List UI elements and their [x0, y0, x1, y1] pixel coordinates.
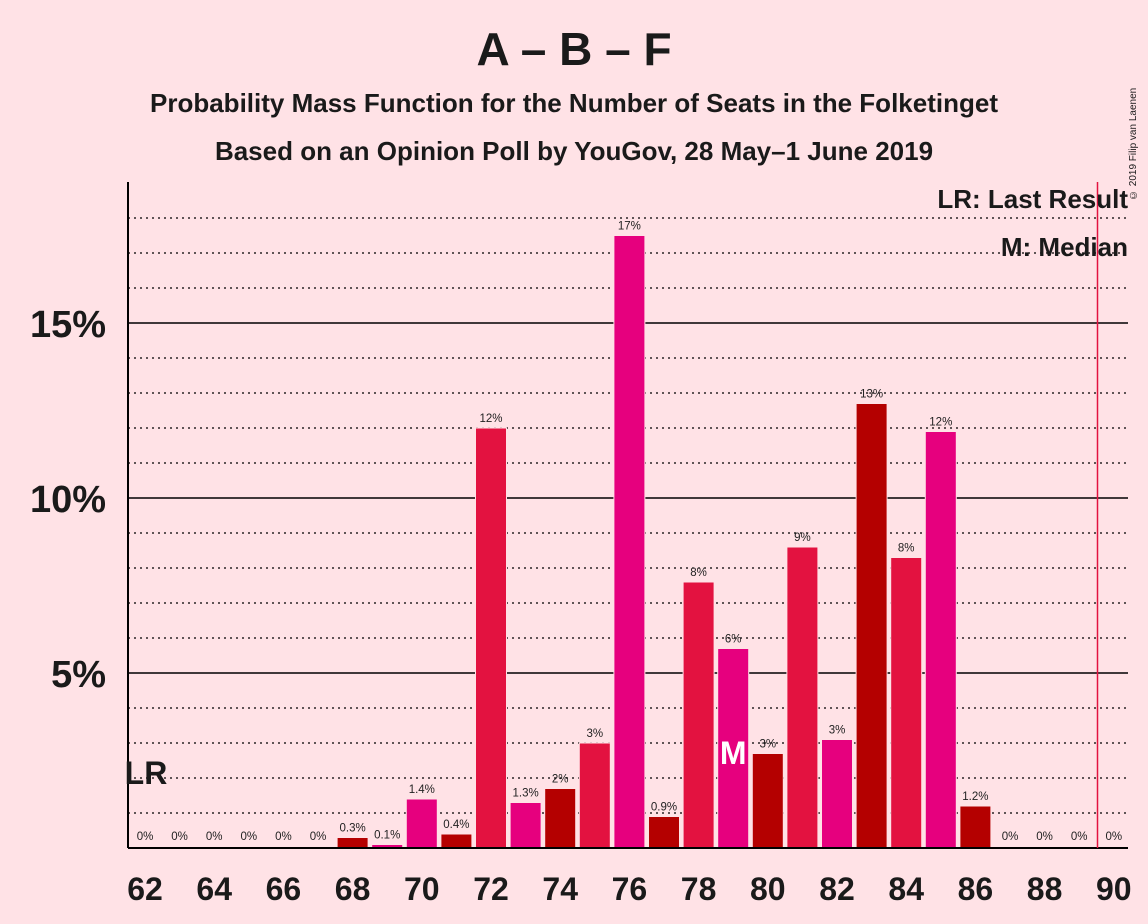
data-label-seat-85: 12% — [929, 417, 952, 429]
data-label-seat-72: 12% — [479, 413, 502, 425]
data-label-seat-77: 0.9% — [651, 802, 677, 814]
bar-seat-73 — [509, 802, 542, 849]
data-label-seat-89: 0% — [1071, 831, 1088, 843]
bar-seat-78 — [682, 581, 715, 849]
bar-seat-70 — [405, 798, 438, 849]
x-tick-label: 90 — [1096, 871, 1132, 907]
x-tick-label: 76 — [612, 871, 648, 907]
x-tick-label: 84 — [888, 871, 924, 907]
data-label-seat-64: 0% — [206, 831, 223, 843]
data-label-seat-82: 3% — [829, 725, 846, 737]
chart-title: A – B – F — [476, 23, 672, 75]
data-label-seat-90: 0% — [1105, 831, 1122, 843]
x-tick-label: 62 — [127, 871, 163, 907]
bar-seat-76 — [613, 235, 646, 849]
data-label-seat-79: 6% — [725, 634, 742, 646]
data-label-seat-75: 3% — [586, 728, 603, 740]
data-label-seat-73: 1.3% — [512, 788, 538, 800]
bar-seat-81 — [786, 546, 819, 849]
bar-seat-83 — [855, 403, 888, 849]
bar-seat-72 — [475, 427, 507, 849]
y-tick-label: 10% — [30, 479, 106, 521]
x-tick-label: 68 — [335, 871, 371, 907]
median-marker: M — [720, 735, 747, 771]
x-tick-label: 66 — [266, 871, 302, 907]
x-tick-label: 86 — [958, 871, 994, 907]
bar-seat-85 — [924, 431, 957, 849]
bar-seat-86 — [959, 805, 992, 849]
data-label-seat-76: 17% — [618, 221, 641, 233]
data-label-seat-84: 8% — [898, 543, 915, 555]
x-tick-label: 88 — [1027, 871, 1063, 907]
chart-subtitle-1: Probability Mass Function for the Number… — [150, 88, 998, 118]
data-label-seat-87: 0% — [1002, 831, 1019, 843]
data-label-seat-86: 1.2% — [962, 791, 988, 803]
data-label-seat-88: 0% — [1036, 831, 1053, 843]
data-label-seat-70: 1.4% — [409, 784, 435, 796]
data-label-seat-80: 3% — [759, 739, 776, 751]
x-tick-label: 70 — [404, 871, 440, 907]
data-label-seat-78: 8% — [690, 567, 707, 579]
bar-seat-82 — [821, 739, 853, 849]
data-label-seat-66: 0% — [275, 831, 292, 843]
x-tick-label: 82 — [819, 871, 855, 907]
x-tick-label: 72 — [473, 871, 509, 907]
bar-seat-71 — [440, 833, 473, 849]
bar-seat-77 — [648, 816, 680, 849]
data-label-seat-62: 0% — [137, 831, 154, 843]
last-result-marker: LR — [125, 755, 168, 791]
data-label-seat-63: 0% — [171, 831, 188, 843]
data-label-seat-65: 0% — [240, 831, 257, 843]
legend-last-result: LR: Last Result — [937, 184, 1128, 214]
legend-median: M: Median — [1000, 232, 1128, 262]
y-tick-label: 5% — [51, 654, 106, 696]
data-label-seat-68: 0.3% — [339, 823, 365, 835]
chart-subtitle-2: Based on an Opinion Poll by YouGov, 28 M… — [214, 136, 934, 166]
data-label-seat-83: 13% — [860, 389, 883, 401]
bar-seat-84 — [890, 557, 923, 849]
bar-seat-74 — [544, 788, 577, 849]
x-tick-label: 80 — [750, 871, 786, 907]
data-label-seat-81: 9% — [794, 532, 811, 544]
bar-seat-75 — [578, 742, 611, 849]
x-tick-label: 64 — [196, 871, 232, 907]
data-label-seat-71: 0.4% — [443, 819, 469, 831]
data-label-seat-67: 0% — [310, 831, 327, 843]
bar-seat-68 — [336, 837, 369, 849]
x-tick-label: 78 — [681, 871, 717, 907]
x-tick-label: 74 — [542, 871, 578, 907]
bar-seat-80 — [751, 753, 784, 849]
data-label-seat-69: 0.1% — [374, 830, 400, 842]
data-label-seat-74: 2% — [552, 774, 569, 786]
y-tick-label: 15% — [30, 304, 106, 346]
